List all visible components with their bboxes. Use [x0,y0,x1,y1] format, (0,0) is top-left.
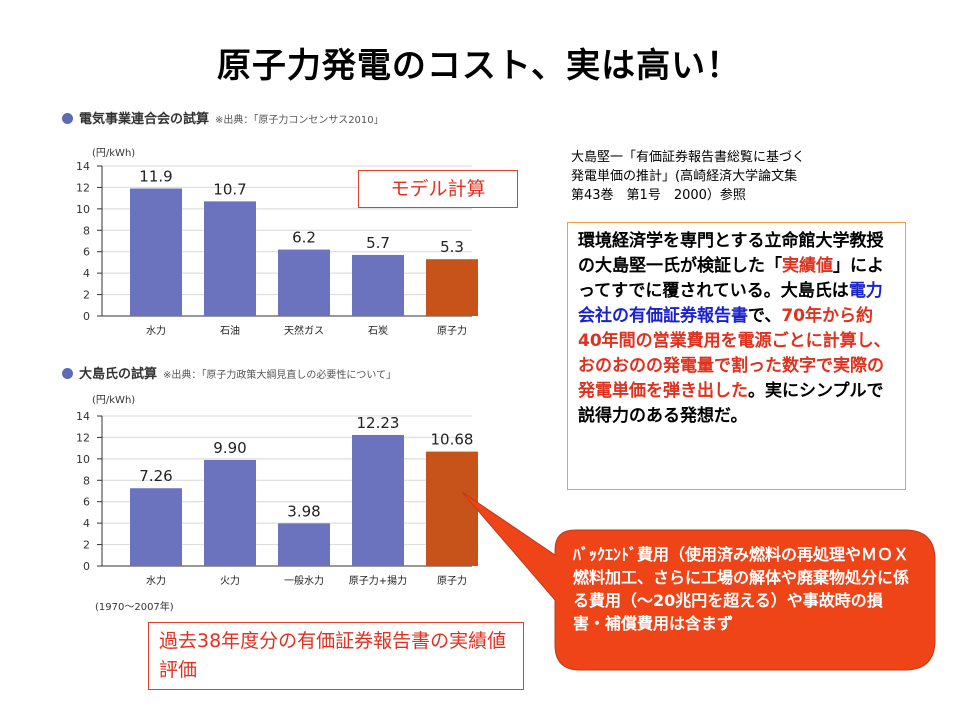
y-tick-label: 4 [83,267,90,280]
reference-line: 第43巻 第1号 2000）参照 [571,188,746,203]
period-label: (1970〜2007年) [95,602,174,613]
reference-line: 発電単価の推計」(高崎経済大学論文集 [571,169,798,184]
bar-value-label: 10.68 [431,431,474,449]
explanation-box: 環境経済学を専門とする立命館大学教授の大島堅一氏が検証した「実績値」によってすで… [567,222,906,490]
chart1: 0 2 4 6 8 10 12 14 11.9 水力 10.7 石油 6.2 天然ガス 5.7 石炭 5.3 原子… [76,160,478,337]
bar-value-label: 10.7 [213,180,246,198]
y-tick-label: 14 [76,410,90,423]
x-category-label: 原子力 [437,324,467,337]
bar-value-label: 7.26 [139,467,172,485]
bar [352,254,404,316]
y-tick-label: 10 [76,203,90,216]
y-tick-label: 8 [83,474,90,487]
x-category-label: 石炭 [368,325,388,337]
y-tick-label: 2 [83,289,90,302]
x-category-label: 火力 [220,574,240,587]
x-category-label: 原子力 [437,574,467,587]
y-tick-label: 4 [83,517,90,530]
reference-line: 大島堅一「有価証券報告書総覧に基づく [571,150,806,165]
bar [204,459,256,566]
y-tick-label: 14 [76,160,90,173]
x-category-label: 石油 [220,324,240,337]
y-tick-label: 12 [76,431,90,444]
y-tick-label: 6 [83,496,90,509]
bar-value-label: 6.2 [292,229,316,247]
explain-text: 」によってすでに覆されている。大島氏は [578,256,884,301]
bar-value-label: 5.3 [440,238,464,256]
explain-text: で、 [748,306,782,326]
explain-text: 環境経済学を専門とする立命館大学教授の大島堅一氏が検証した「 [578,231,884,276]
bar [426,259,478,316]
y-tick-label: 12 [76,181,90,194]
y-tick-label: 2 [83,539,90,552]
x-category-label: 一般水力 [284,574,324,587]
x-category-label: 天然ガス [284,324,324,337]
x-category-label: 原子力+揚力 [349,574,407,587]
explain-highlight: 実績値 [782,256,833,276]
chart2-source: ※出典：「原子力政策大綱見直しの必要性について」 [163,370,397,381]
callout-text: ﾊﾞｯｸｴﾝﾄﾞ費用（使用済み燃料の再処理やＭＯＸ燃料加工、さらに工場の解体や廃… [573,545,910,633]
chart1-unit: (円/kWh) [92,148,136,159]
chart2-heading: 大島氏の試算 ※出典：「原子力政策大綱見直しの必要性について」 [62,363,396,382]
bullet-icon [62,368,73,379]
y-tick-label: 0 [83,560,90,573]
y-tick-label: 6 [83,246,90,259]
model-label: モデル計算 [390,178,486,200]
chart1-source: ※出典：「原子力コンセンサス2010」 [215,115,384,126]
y-tick-label: 0 [83,310,90,323]
bar [130,488,182,566]
chart2: 0 2 4 6 8 10 12 14 7.26 水力 9.90 火力 3.98 一般水力 12.23 原子力+… [76,410,478,587]
bar-value-label: 5.7 [366,234,390,252]
y-tick-label: 8 [83,224,90,237]
reference-text: 大島堅一「有価証券報告書総覧に基づく 発電単価の推計」(高崎経済大学論文集 第4… [571,148,805,205]
chart2-unit: (円/kWh) [92,395,136,406]
bar [130,188,182,316]
bar [426,451,478,566]
explain-highlight: 70年から約40年間の営業費用を電源ごとに計算し、おのおのの発電量で割った数字で… [578,306,891,401]
bar-value-label: 3.98 [287,502,320,520]
actual-label: 過去38年度分の有価証券報告書の実績値評価 [159,630,507,681]
bullet-icon [62,113,73,124]
actual-label-box: 過去38年度分の有価証券報告書の実績値評価 [148,622,524,690]
bar-value-label: 11.9 [139,168,172,186]
explain-text: 。実にシンプルで説得力のある発想だ。 [578,381,884,426]
bar-value-label: 12.23 [357,414,400,432]
model-label-box: モデル計算 [358,170,518,208]
bar [204,201,256,316]
bar [278,249,330,316]
chart1-title: 電気事業連合会の試算 [79,112,210,127]
chart1-heading: 電気事業連合会の試算 ※出典：「原子力コンセンサス2010」 [62,108,384,127]
bar [352,434,404,566]
explain-highlight-blue: 電力会社の有価証券報告書 [578,281,883,326]
x-category-label: 水力 [146,324,166,337]
bar-value-label: 9.90 [213,439,246,457]
y-tick-label: 10 [76,453,90,466]
slide-title: 原子力発電のコスト、実は高い！ [216,46,742,86]
chart2-title: 大島氏の試算 [79,367,158,382]
bar [278,523,330,566]
x-category-label: 水力 [146,574,166,587]
